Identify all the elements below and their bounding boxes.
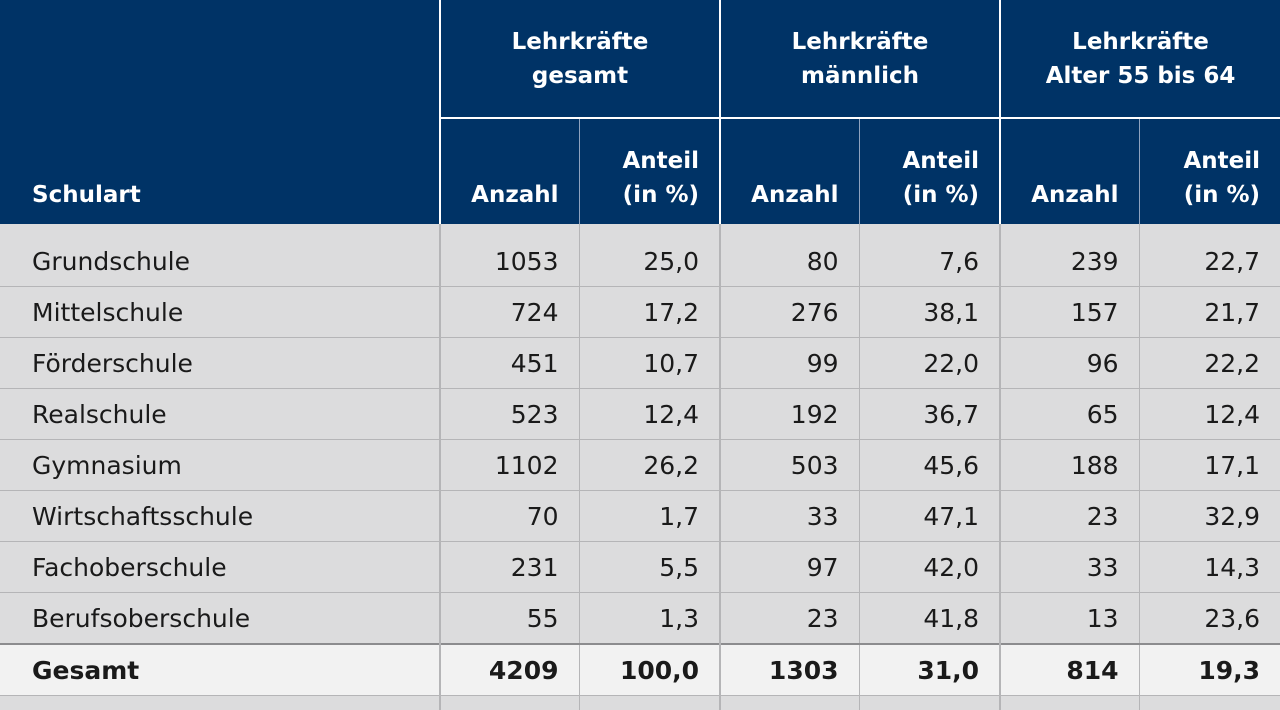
cell-anteil: 23,6 (1139, 593, 1280, 645)
header-schulart: Schulart (0, 0, 440, 224)
cell-anzahl: 523 (440, 389, 579, 440)
cell-anzahl: 503 (720, 440, 859, 491)
cell-anzahl: 724 (440, 287, 579, 338)
cell-anteil: 14,3 (1139, 542, 1280, 593)
cell-anzahl: 1303 (720, 644, 859, 696)
header-anzahl: Anzahl (1000, 118, 1139, 224)
header-anzahl: Anzahl (720, 118, 859, 224)
cell-anzahl: 188 (1000, 440, 1139, 491)
cell-anzahl: 814 (1000, 644, 1139, 696)
cell-anteil: 12,4 (579, 389, 720, 440)
cell-anteil: 41,8 (859, 593, 1000, 645)
cell-anzahl: 239 (1000, 236, 1139, 287)
header-anteil: Anteil (in %) (579, 118, 720, 224)
cell-anteil: 22,2 (1139, 338, 1280, 389)
cell-anzahl: 23 (1000, 491, 1139, 542)
row-label: Förderschule (0, 338, 440, 389)
header-anteil-line1: Anteil (1184, 148, 1261, 174)
cell-anzahl: 1102 (440, 440, 579, 491)
table-header: Schulart Lehrkräfte gesamt Lehrkräfte mä… (0, 0, 1280, 224)
cell-anzahl: 192 (720, 389, 859, 440)
cell-anteil: 1,3 (579, 593, 720, 645)
cell-anteil: 100,0 (579, 644, 720, 696)
header-group-gesamt: Lehrkräfte gesamt (440, 0, 720, 118)
cell-anteil: 22,7 (1139, 236, 1280, 287)
row-label: Gymnasium (0, 440, 440, 491)
cell-anteil: 17,2 (579, 287, 720, 338)
cell-anzahl: 13 (1000, 593, 1139, 645)
header-group-line1: Lehrkräfte (792, 29, 929, 55)
cell-anzahl: 4209 (440, 644, 579, 696)
header-group-maennlich: Lehrkräfte männlich (720, 0, 1000, 118)
header-anteil-line2: (in %) (1184, 182, 1260, 208)
cell-anzahl: 1053 (440, 236, 579, 287)
cell-anteil: 10,7 (579, 338, 720, 389)
cell-anteil: 32,9 (1139, 491, 1280, 542)
cell-anteil: 7,6 (859, 236, 1000, 287)
cell-anteil: 21,7 (1139, 287, 1280, 338)
cell-anzahl: 70 (440, 491, 579, 542)
row-label: Fachoberschule (0, 542, 440, 593)
header-group-line2: Alter 55 bis 64 (1046, 63, 1236, 89)
cell-anteil: 26,2 (579, 440, 720, 491)
row-label: Mittelschule (0, 287, 440, 338)
header-anteil-line1: Anteil (902, 148, 979, 174)
cell-anteil: 31,0 (859, 644, 1000, 696)
cell-anzahl: 65 (1000, 389, 1139, 440)
cell-anzahl: 99 (720, 338, 859, 389)
spacer-row (0, 224, 1280, 236)
row-label: Berufsoberschule (0, 593, 440, 645)
cell-anteil: 12,4 (1139, 389, 1280, 440)
row-label: Grundschule (0, 236, 440, 287)
cell-anteil: 19,3 (1139, 644, 1280, 696)
header-group-alter: Lehrkräfte Alter 55 bis 64 (1000, 0, 1280, 118)
cell-anzahl: 276 (720, 287, 859, 338)
header-group-line2: gesamt (532, 63, 628, 89)
cell-anzahl: 97 (720, 542, 859, 593)
header-anteil: Anteil (in %) (859, 118, 1000, 224)
cell-anzahl: 33 (720, 491, 859, 542)
header-anteil-line2: (in %) (623, 182, 699, 208)
cell-anzahl: 33 (1000, 542, 1139, 593)
cell-anteil: 38,1 (859, 287, 1000, 338)
row-label: Gesamt (0, 644, 440, 696)
cell-anzahl: 80 (720, 236, 859, 287)
cell-anzahl: 96 (1000, 338, 1139, 389)
cell-anzahl: 451 (440, 338, 579, 389)
header-group-line1: Lehrkräfte (512, 29, 649, 55)
header-group-line2: männlich (801, 63, 919, 89)
row-label: Realschule (0, 389, 440, 440)
cell-anteil: 36,7 (859, 389, 1000, 440)
cell-anteil: 5,5 (579, 542, 720, 593)
cell-anzahl: 157 (1000, 287, 1139, 338)
header-anteil-line1: Anteil (622, 148, 699, 174)
row-label: Wirtschaftsschule (0, 491, 440, 542)
cell-anteil: 45,6 (859, 440, 1000, 491)
cell-anteil: 47,1 (859, 491, 1000, 542)
cell-anteil: 22,0 (859, 338, 1000, 389)
cell-anzahl: 55 (440, 593, 579, 645)
header-anzahl: Anzahl (440, 118, 579, 224)
cell-anteil: 25,0 (579, 236, 720, 287)
filler-row (0, 696, 1280, 710)
header-group-line1: Lehrkräfte (1072, 29, 1209, 55)
cell-anzahl: 23 (720, 593, 859, 645)
header-anteil-line2: (in %) (903, 182, 979, 208)
cell-anzahl: 231 (440, 542, 579, 593)
cell-anteil: 1,7 (579, 491, 720, 542)
cell-anteil: 42,0 (859, 542, 1000, 593)
header-anteil: Anteil (in %) (1139, 118, 1280, 224)
cell-anteil: 17,1 (1139, 440, 1280, 491)
